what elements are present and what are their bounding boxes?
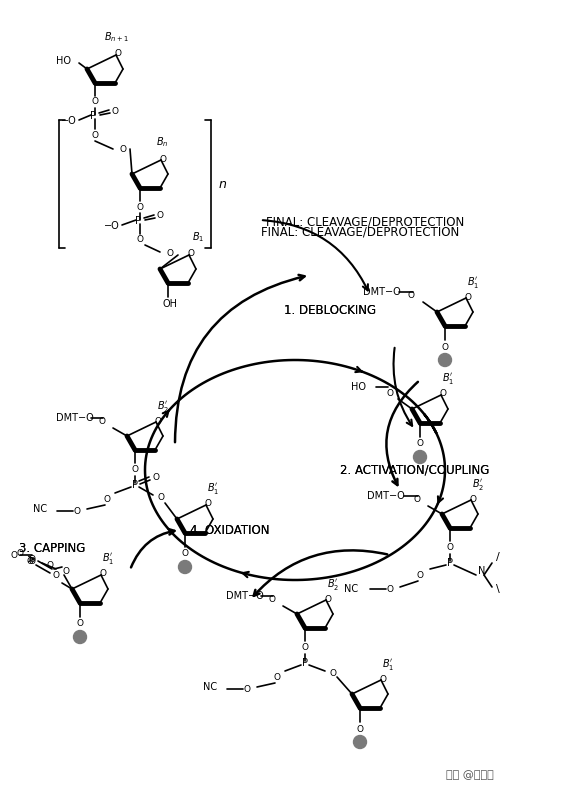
Text: O: O [156, 212, 163, 221]
Text: $B_2'$: $B_2'$ [472, 476, 484, 491]
Text: $B_{n+1}$: $B_{n+1}$ [105, 30, 129, 44]
Text: HO: HO [56, 56, 71, 66]
Text: O: O [301, 643, 309, 653]
Text: O: O [158, 494, 164, 503]
Text: O: O [380, 674, 386, 683]
Text: /: / [496, 552, 500, 562]
Text: $B_1'$: $B_1'$ [442, 372, 454, 387]
Text: −O: −O [61, 116, 77, 126]
Text: O: O [465, 292, 471, 301]
Text: O: O [98, 418, 105, 427]
Text: O: O [132, 466, 139, 475]
Text: NC: NC [203, 682, 217, 692]
Text: O: O [120, 145, 126, 153]
Text: O: O [182, 550, 189, 559]
Text: $B_1'$: $B_1'$ [207, 482, 219, 496]
Text: $B_1$: $B_1$ [192, 230, 204, 244]
Text: O: O [269, 595, 275, 605]
Text: 4. OXIDATION: 4. OXIDATION [190, 523, 270, 536]
Text: HO: HO [351, 382, 366, 392]
Text: O: O [136, 202, 144, 212]
Text: O: O [52, 570, 59, 579]
Circle shape [178, 561, 191, 574]
Text: O: O [386, 585, 393, 594]
Text: O: O [17, 548, 24, 558]
Text: O: O [76, 619, 83, 629]
Text: O: O [159, 154, 167, 164]
Text: 4. OXIDATION: 4. OXIDATION [190, 523, 270, 536]
Text: O: O [243, 685, 251, 694]
Text: $B_1'$: $B_1'$ [467, 275, 479, 289]
Text: O: O [187, 249, 194, 259]
Text: 2. ACTIVATION/COUPLING: 2. ACTIVATION/COUPLING [340, 463, 490, 476]
Text: O: O [104, 495, 110, 503]
Text: O: O [47, 561, 53, 570]
Text: O: O [10, 551, 17, 559]
Circle shape [74, 630, 86, 643]
Text: $B_1'$: $B_1'$ [102, 551, 114, 566]
Text: O: O [155, 416, 162, 426]
Text: O: O [99, 570, 106, 578]
Text: \: \ [496, 584, 500, 594]
Text: O: O [74, 507, 81, 515]
Text: O: O [112, 106, 118, 116]
Text: DMT−O: DMT−O [367, 491, 405, 501]
Circle shape [413, 451, 427, 463]
Text: O: O [416, 439, 424, 448]
Text: $n$: $n$ [218, 177, 228, 190]
Text: O: O [329, 669, 336, 678]
Text: DMT−O: DMT−O [226, 591, 264, 601]
Text: FINAL: CLEAVAGE/DEPROTECTION: FINAL: CLEAVAGE/DEPROTECTION [266, 216, 464, 229]
Text: O: O [408, 292, 415, 300]
Text: O: O [136, 236, 144, 244]
Text: O: O [91, 130, 98, 140]
Text: 3. CAPPING: 3. CAPPING [19, 542, 85, 555]
Text: 1. DEBLOCKING: 1. DEBLOCKING [284, 304, 376, 316]
Text: OH: OH [163, 299, 178, 309]
Text: NC: NC [33, 504, 47, 514]
Text: O: O [447, 543, 454, 552]
Text: P: P [302, 658, 308, 668]
Text: O: O [167, 248, 174, 257]
Text: $B_2'$: $B_2'$ [157, 399, 169, 414]
Text: O: O [442, 343, 448, 352]
Text: $B_1'$: $B_1'$ [382, 657, 394, 671]
Text: O: O [152, 474, 159, 483]
Text: P: P [447, 558, 453, 568]
Text: $B_n$: $B_n$ [156, 135, 168, 149]
Text: O: O [29, 555, 36, 563]
Text: DMT−O: DMT−O [363, 287, 401, 297]
Text: O: O [324, 594, 332, 603]
Text: O: O [416, 570, 424, 579]
Circle shape [439, 353, 451, 367]
Text: O: O [413, 495, 420, 504]
Circle shape [354, 736, 366, 749]
Text: O: O [356, 725, 363, 733]
Text: P: P [132, 480, 138, 490]
Text: O: O [114, 50, 121, 58]
Text: 1. DEBLOCKING: 1. DEBLOCKING [284, 304, 376, 316]
Text: O: O [386, 388, 393, 397]
Text: −O: −O [104, 221, 120, 231]
Text: O: O [205, 499, 212, 508]
Text: O: O [470, 495, 477, 503]
Text: O: O [91, 97, 98, 106]
Text: 3. CAPPING: 3. CAPPING [19, 542, 85, 555]
Text: 知乎 @张冠伟: 知乎 @张冠伟 [446, 770, 494, 780]
Text: P: P [135, 216, 141, 226]
Text: DMT−O: DMT−O [56, 413, 94, 423]
Text: P: P [90, 111, 96, 121]
Text: FINAL: CLEAVAGE/DEPROTECTION: FINAL: CLEAVAGE/DEPROTECTION [261, 225, 459, 238]
Text: O: O [63, 566, 70, 575]
Text: O: O [26, 556, 33, 566]
Text: O: O [29, 556, 36, 566]
Text: 2. ACTIVATION/COUPLING: 2. ACTIVATION/COUPLING [340, 463, 490, 476]
Text: $B_2'$: $B_2'$ [327, 577, 339, 591]
Text: N: N [478, 566, 486, 576]
Text: NC: NC [344, 584, 358, 594]
Text: O: O [274, 673, 281, 682]
Text: O: O [439, 389, 447, 399]
